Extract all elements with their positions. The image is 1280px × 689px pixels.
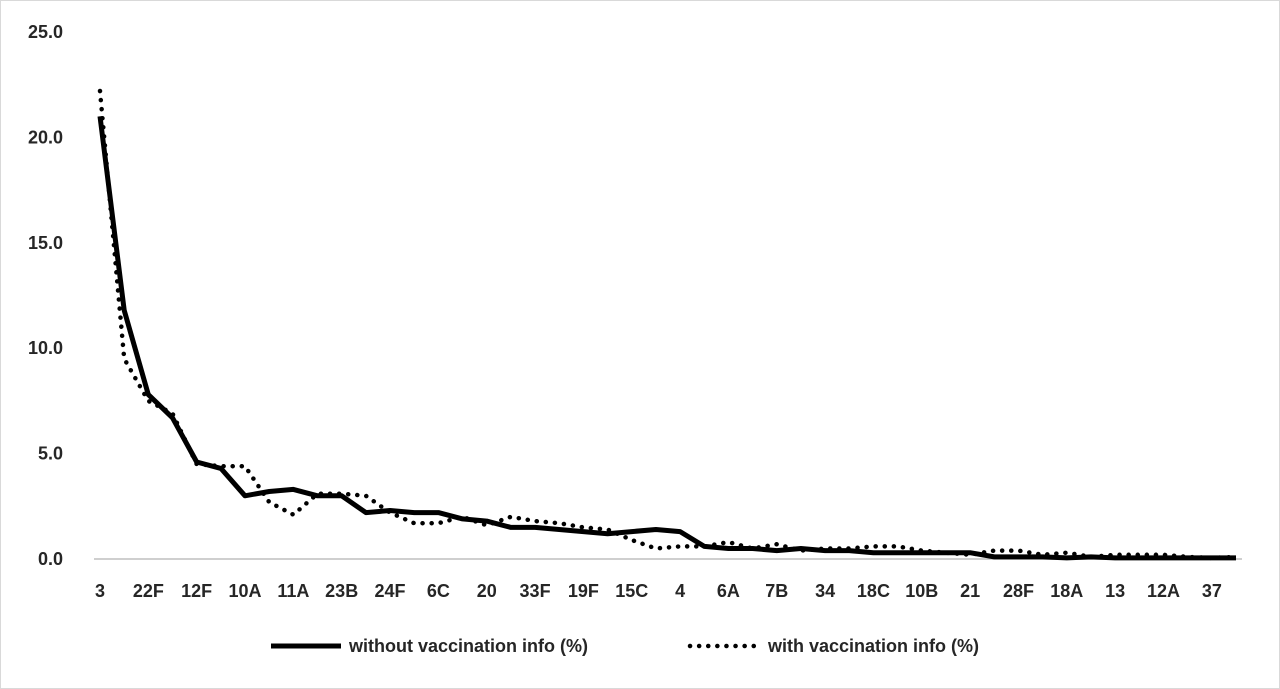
x-tick-label: 6C [427, 581, 450, 601]
y-tick-label: 0.0 [38, 549, 63, 569]
y-tick-label: 10.0 [28, 338, 63, 358]
legend: without vaccination info (%) with vaccina… [271, 636, 979, 656]
x-tick-label: 4 [675, 581, 685, 601]
x-tick-label: 33F [520, 581, 551, 601]
x-tick-label: 12F [181, 581, 212, 601]
x-tick-label: 22F [133, 581, 164, 601]
legend-label: without vaccination info (%) [348, 636, 588, 656]
x-tick-label: 12A [1147, 581, 1180, 601]
x-tick-label: 6A [717, 581, 740, 601]
x-tick-label: 10A [229, 581, 262, 601]
x-tick-label: 21 [960, 581, 980, 601]
x-tick-label: 11A [277, 581, 309, 601]
series-line-with-vaccination [97, 88, 1239, 561]
x-tick-label: 34 [815, 581, 835, 601]
y-axis-ticks: 0.0 5.0 10.0 15.0 20.0 25.0 [28, 22, 63, 569]
x-tick-label: 37 [1202, 581, 1222, 601]
y-tick-label: 15.0 [28, 233, 63, 253]
x-tick-label: 3 [95, 581, 105, 601]
x-tick-label: 10B [905, 581, 938, 601]
x-tick-label: 20 [477, 581, 497, 601]
y-tick-label: 20.0 [28, 127, 63, 147]
y-tick-label: 5.0 [38, 444, 63, 464]
series-layer [97, 88, 1239, 561]
x-tick-label: 7B [765, 581, 788, 601]
x-tick-label: 28F [1003, 581, 1034, 601]
x-tick-label: 24F [375, 581, 406, 601]
x-tick-label: 23B [325, 581, 358, 601]
series-line-without-vaccination [97, 115, 1236, 561]
x-tick-label: 18A [1050, 581, 1083, 601]
x-tick-label: 18C [857, 581, 890, 601]
legend-label: with vaccination info (%) [767, 636, 979, 656]
x-tick-label: 15C [615, 581, 648, 601]
x-axis-ticks: 3 22F 12F 10A 11A 23B 24F 6C 20 33F 19F 15C 4 6A 7B 34 1… [95, 581, 1222, 601]
x-tick-label: 19F [568, 581, 599, 601]
y-tick-label: 25.0 [28, 22, 63, 42]
x-tick-label: 13 [1105, 581, 1125, 601]
